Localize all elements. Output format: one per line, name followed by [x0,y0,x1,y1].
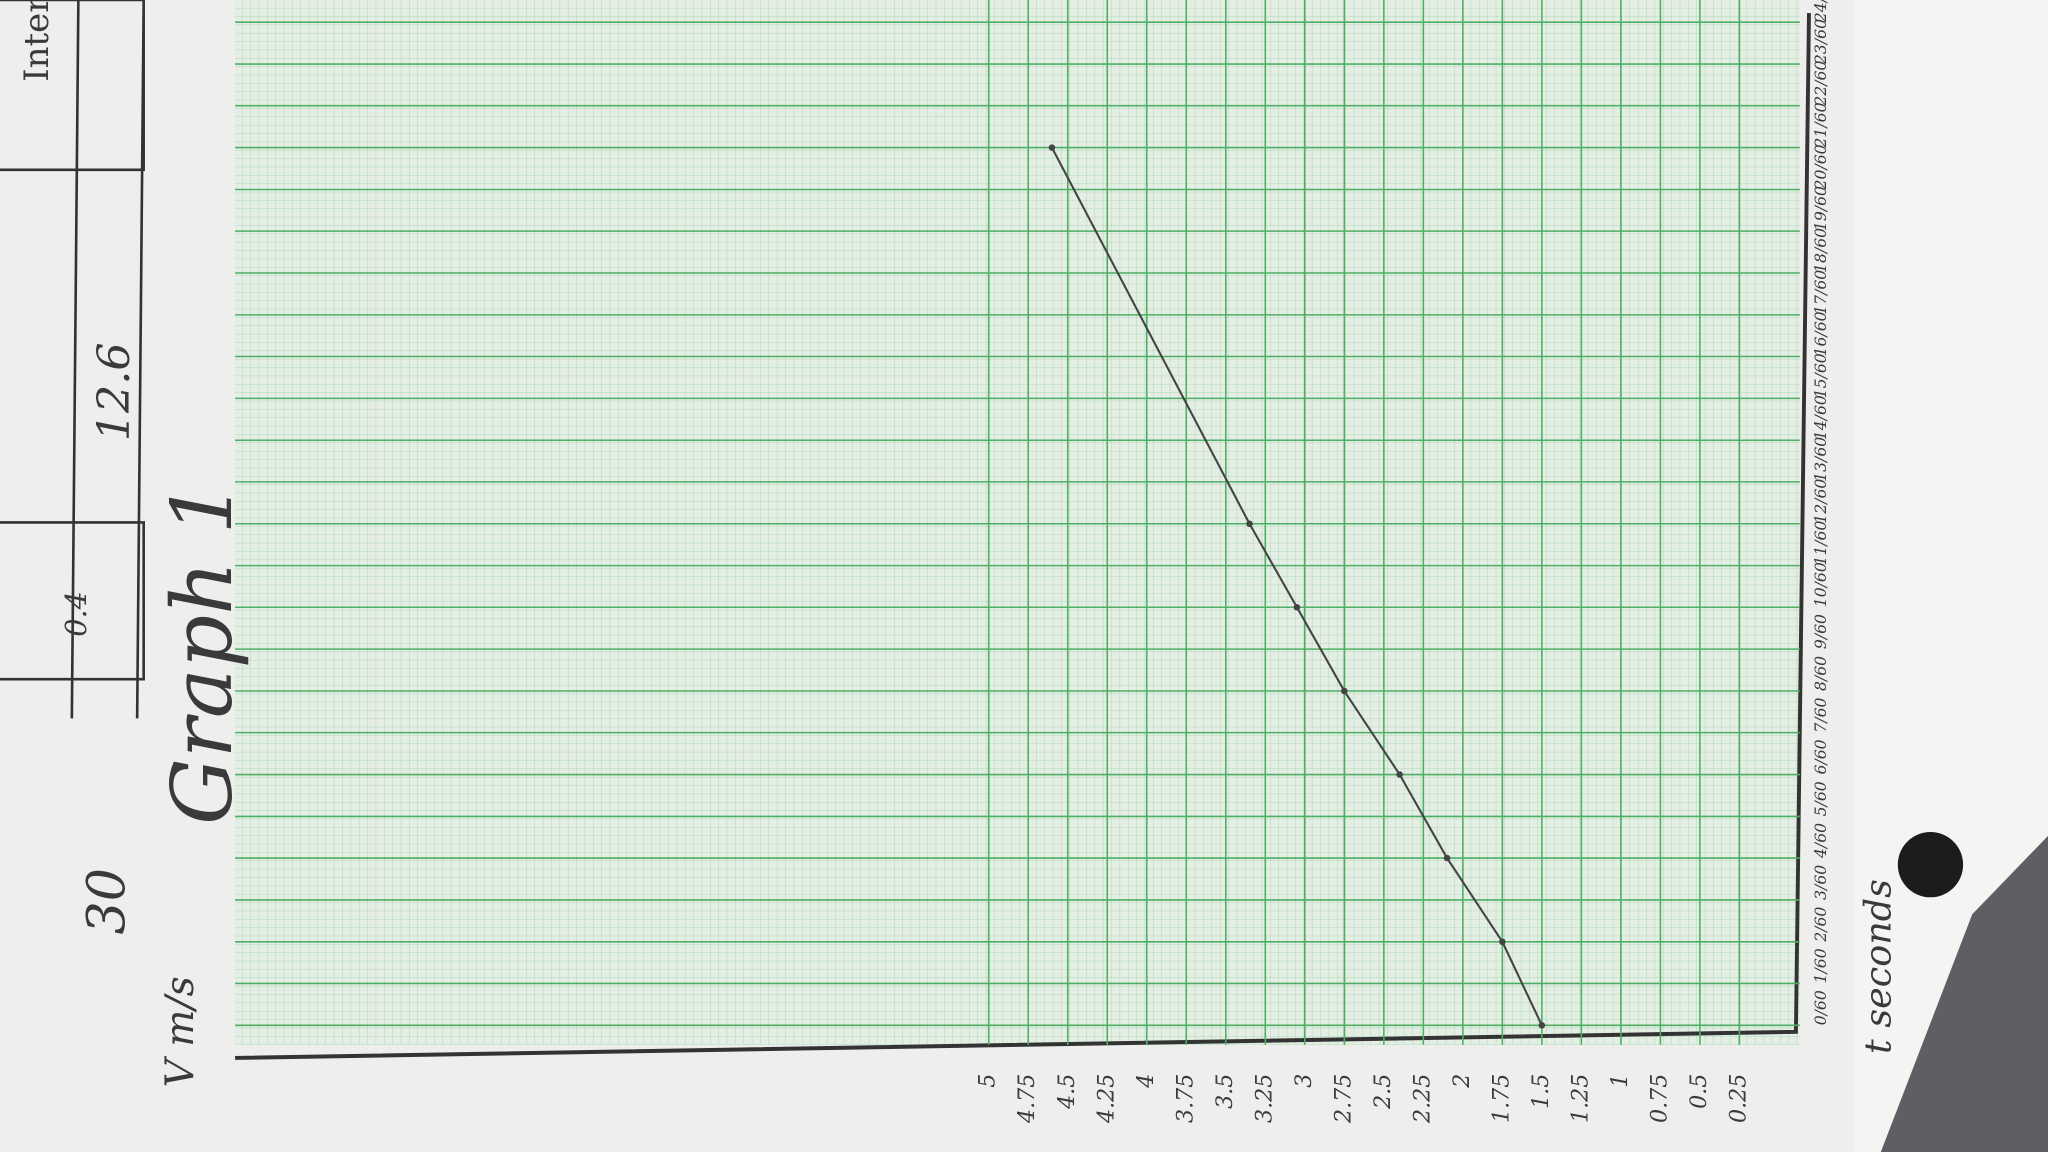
table [1880,835,2048,1152]
y-tick-label: 4 [1133,1074,1159,1089]
x-tick-label: 21/60 [1811,102,1830,148]
y-tick-label: 1.25 [1567,1074,1593,1123]
x-tick-label: 10/60 [1811,562,1830,607]
y-tick-label: 4.75 [1014,1074,1040,1124]
x-tick-label: 13/60 [1811,437,1830,482]
table-lines [0,0,145,719]
annotation: 0.4 [59,591,93,637]
x-tick-label: 1/60 [1811,948,1830,983]
data-line [1051,147,1543,1026]
data-point [1538,1022,1546,1029]
y-tick-label: 2.25 [1409,1074,1435,1124]
y-tick-label: 2 [1449,1074,1475,1089]
x-tick-label: 14/60 [1811,395,1830,440]
x-tick-label: 18/60 [1811,228,1830,273]
y-tick-label: 0.25 [1725,1074,1751,1123]
chart-title: Graph 1 [153,481,251,825]
data-point [1048,144,1056,151]
x-tick-label: 9/60 [1811,614,1830,649]
x-tick-label: 3/60 [1811,865,1830,900]
x-tick-label: 4/60 [1811,823,1830,859]
x-tick-label: 23/60 [1811,19,1830,65]
y-tick-label: 2.75 [1330,1074,1356,1124]
data-point [1293,603,1301,611]
data-point [1499,938,1506,946]
y-tick-label: 1 [1607,1074,1633,1088]
x-axis-label: t seconds [1856,879,1899,1054]
y-tick-label: 4.25 [1093,1074,1119,1124]
x-tick-label: 20/60 [1811,144,1830,190]
y-tick-label: 1.5 [1528,1074,1554,1109]
y-tick-label: 4.5 [1054,1074,1080,1110]
annotation: 12.6 [89,342,140,441]
y-tick-label: 3.5 [1212,1074,1238,1109]
x-tick-label: 24/60 [1811,0,1830,23]
x-tick-label: 0/60 [1811,990,1830,1025]
x-tick-label: 17/60 [1811,270,1830,315]
x-tick-label: 16/60 [1811,311,1830,356]
x-tick-label: 8/60 [1811,656,1830,691]
annotation: Inter [17,0,57,82]
y-tick-label: 2.5 [1370,1074,1396,1110]
data-point [1443,854,1451,862]
punch-hole [1897,832,1964,898]
y-tick-label: 3.25 [1251,1074,1277,1123]
y-tick-label: 1.75 [1488,1074,1514,1123]
y-tick-label: 0.5 [1686,1074,1712,1109]
y-tick-label: 3.75 [1172,1074,1198,1123]
x-tick-label: 6/60 [1811,739,1830,774]
graph-fine-grid [235,0,1800,1045]
y-tick-label: 0.75 [1646,1074,1672,1123]
annotation: 30 [78,868,138,934]
y-tick-label: 3 [1291,1074,1317,1088]
x-tick-label: 2/60 [1811,907,1830,943]
x-tick-label: 5/60 [1811,781,1830,816]
axes [235,13,1811,1060]
data-point [1396,771,1403,778]
y-tick-label: 5 [975,1074,1001,1088]
data-point [1341,687,1348,695]
data-point [1246,520,1253,528]
y-axis-label: V m/s [158,976,203,1087]
x-tick-label: 7/60 [1811,697,1830,732]
x-tick-label: 15/60 [1811,353,1830,398]
x-tick-label: 11/60 [1811,520,1830,565]
x-tick-label: 22/60 [1811,61,1830,107]
x-tick-label: 12/60 [1811,479,1830,524]
x-tick-label: 19/60 [1811,186,1830,231]
